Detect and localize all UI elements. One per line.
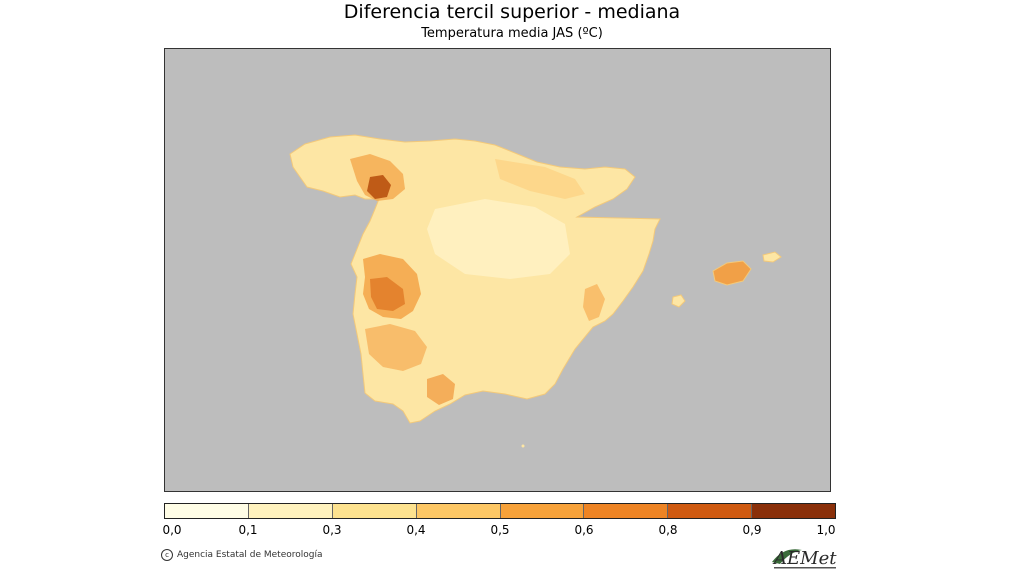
iberian-peninsula — [289, 134, 661, 424]
svg-text:AEMet: AEMet — [772, 548, 837, 569]
color-scale-tick-label: 0,3 — [322, 523, 342, 537]
andalusia-warm-patch — [427, 374, 455, 405]
color-scale-segment — [500, 504, 585, 518]
map-panel — [164, 48, 831, 492]
northwest-hot-spot — [367, 175, 391, 199]
color-scale-segment — [248, 504, 333, 518]
color-scale-segment — [416, 504, 501, 518]
color-scale-segment — [332, 504, 417, 518]
map-title: Diferencia tercil superior - mediana — [343, 1, 681, 23]
southwest-warm-band — [365, 324, 427, 371]
color-scale-segment — [165, 504, 249, 518]
menorca-island — [762, 251, 782, 263]
color-scale-tick-label: 1,0 — [816, 523, 836, 537]
map-subtitle: Temperatura media JAS (ºC) — [421, 26, 603, 41]
ebro-valley-zone — [495, 159, 585, 199]
copyright-notice: c Agencia Estatal de Meteorología — [161, 548, 323, 562]
mallorca-island — [712, 260, 752, 286]
color-scale-tick-label: 0,4 — [406, 523, 426, 537]
color-scale-ticks: 0,0 0,1 0,3 0,4 0,5 0,6 0,8 0,9 1,0 — [162, 522, 836, 538]
spain-map — [289, 134, 782, 448]
color-scale-tick-label: 0,9 — [742, 523, 762, 537]
copyright-icon: c — [161, 549, 173, 561]
ibiza-island — [671, 294, 686, 308]
color-scale-tick-label: 0,8 — [658, 523, 678, 537]
copyright-text: Agencia Estatal de Meteorología — [177, 550, 323, 560]
color-scale-tick-label: 0,0 — [162, 523, 182, 537]
color-scale-segment — [668, 504, 753, 518]
east-coast-warm-strip — [583, 284, 605, 321]
central-cool-zone — [427, 199, 570, 279]
color-scale-bar — [164, 503, 836, 519]
color-scale-tick-label: 0,6 — [574, 523, 594, 537]
color-scale-tick-label: 0,5 — [490, 523, 510, 537]
color-scale-segment — [752, 504, 835, 518]
color-scale-tick-label: 0,1 — [238, 523, 258, 537]
aemet-logo: AEMet — [766, 540, 846, 572]
color-scale-segment — [584, 504, 669, 518]
western-hot-zone — [370, 277, 405, 311]
small-islet — [521, 444, 525, 448]
